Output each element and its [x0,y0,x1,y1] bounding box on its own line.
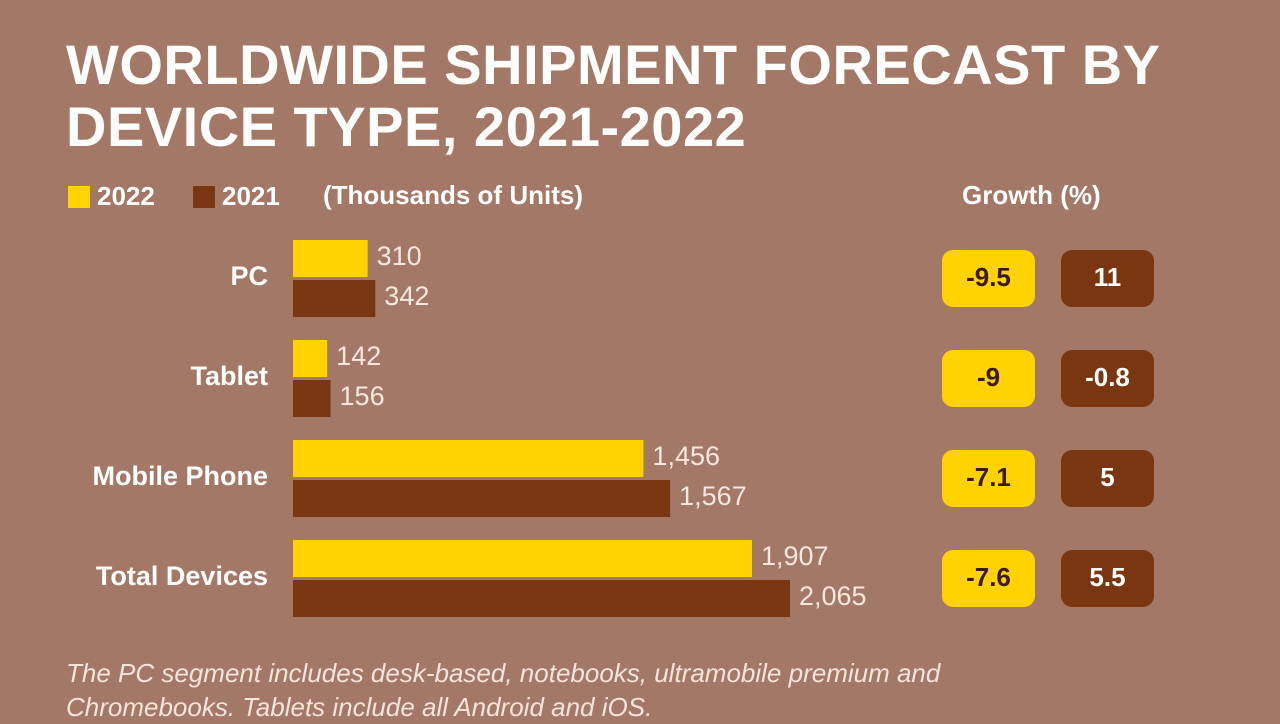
growth-value: -9 [977,362,1000,392]
growth-value: 5 [1100,462,1114,492]
bar [293,340,328,377]
growth-badge [942,350,1035,407]
value-label: 342 [384,281,429,311]
footnote: The PC segment includes desk-based, note… [66,658,941,722]
legend-label: 2022 [97,181,155,211]
growth-badge [1061,450,1154,507]
growth-header: Growth (%) [962,180,1101,210]
chart: 2022 2021 PC 310 -9.5 342 11 Tablet 142 -9 156 -0.8… [68,181,1154,617]
value-label: 142 [336,341,381,371]
growth-badge [942,250,1035,307]
legend-swatch [68,186,90,208]
growth-value: 5.5 [1089,562,1125,592]
growth-badge [942,450,1035,507]
growth-badge [1061,250,1154,307]
chart-title: WORLDWIDE SHIPMENT FORECAST BY DEVICE TY… [66,33,1160,158]
value-label: 1,907 [761,541,829,571]
growth-value: -9.5 [966,262,1011,292]
bar [293,580,790,617]
growth-badge [1061,350,1154,407]
value-label: 2,065 [799,581,867,611]
growth-badge [1061,550,1154,607]
growth-value: 11 [1094,262,1122,292]
growth-badge [942,550,1035,607]
bar [293,240,368,277]
growth-value: -7.1 [966,462,1011,492]
growth-value: -0.8 [1085,362,1130,392]
bar [293,280,376,317]
category-label: PC [230,261,268,291]
value-label: 1,567 [679,481,747,511]
bar [293,540,752,577]
growth-value: -7.6 [966,562,1011,592]
bar [293,480,671,517]
bar [293,440,644,477]
legend-label: 2021 [222,181,280,211]
value-label: 310 [377,241,422,271]
category-label: Mobile Phone [93,461,269,491]
value-label: 156 [340,381,385,411]
category-label: Total Devices [96,561,268,591]
category-label: Tablet [190,361,268,391]
unit-label: (Thousands of Units) [323,180,583,210]
bar [293,380,331,417]
legend-swatch [193,186,215,208]
value-label: 1,456 [652,441,720,471]
